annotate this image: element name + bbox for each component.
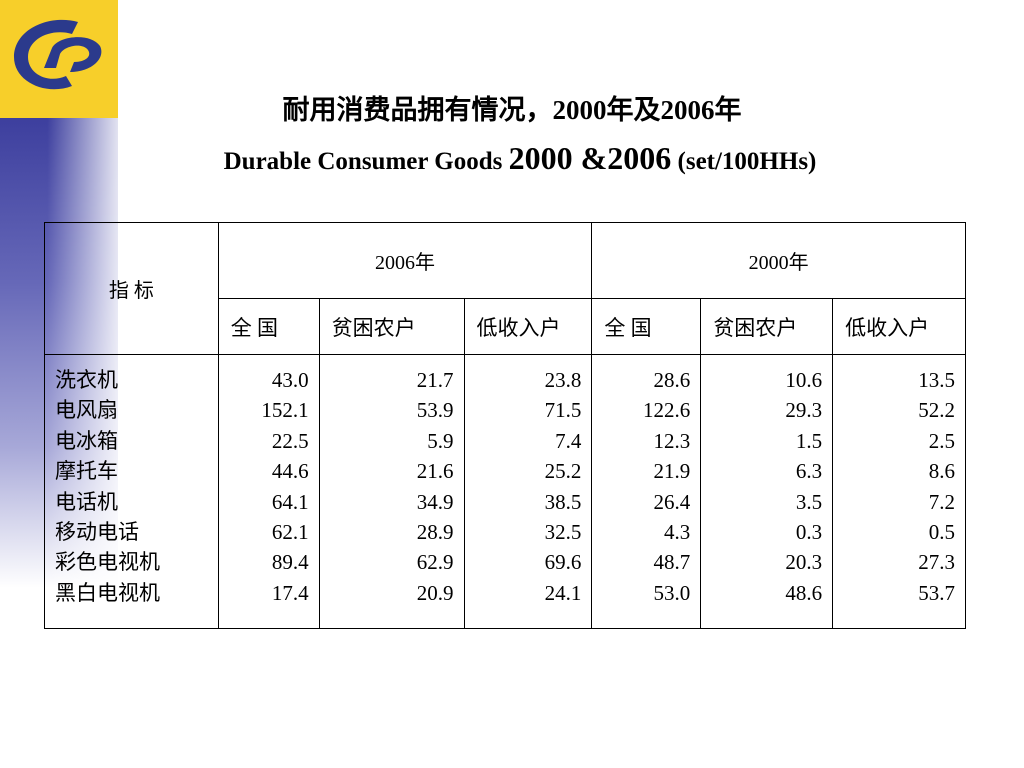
table-cell: 13.5 [918,368,955,392]
table-cell: 53.7 [918,580,955,605]
title-en-unit: (set/100HHs) [677,148,817,175]
table-cell: 0.5 [928,519,955,544]
sub-header-low-income-2006: 低收入户 [463,298,593,355]
table-cell: 6.3 [795,459,823,484]
table-cell: 24.1 [544,580,582,605]
table-cell: 28.9 [416,519,454,544]
table-body-row: 洗衣机 电风扇 电冰箱 摩托车 电话机 移动电话 彩色电视机 黑白电视机 43.… [44,353,966,630]
table-cell: 71.5 [544,398,582,423]
table-cell: 53.0 [653,580,691,605]
title-en-years: 2000 &2006 [508,140,672,176]
values-poor-2006: 21.7 53.9 5.9 21.6 34.9 28.9 62.9 20.9 [318,353,465,630]
table-cell: 8.6 [928,459,955,484]
values-low-income-2006: 23.8 71.5 7.4 25.2 38.5 32.5 69.6 24.1 [463,353,593,630]
table-cell: 7.4 [555,428,582,453]
table-cell: 4.3 [664,519,691,544]
item-name: 电冰箱 [55,428,118,453]
year-header-2000: 2000年 [591,222,966,299]
page-title-chinese: 耐用消费品拥有情况，2000年及2006年 [282,95,742,125]
table-cell: 38.5 [544,489,582,514]
table-cell: 32.5 [544,519,582,544]
table-cell: 10.6 [785,368,823,392]
item-names-cell: 洗衣机 电风扇 电冰箱 摩托车 电话机 移动电话 彩色电视机 黑白电视机 [44,353,219,630]
logo [0,0,118,118]
table-cell: 7.2 [928,489,955,514]
table-cell: 53.9 [416,398,454,423]
item-name: 摩托车 [55,459,118,484]
table-cell: 48.7 [653,550,691,575]
values-national-2006: 43.0 152.1 22.5 44.6 64.1 62.1 89.4 17.4 [217,353,320,630]
indicator-header: 指 标 [44,222,219,355]
table-cell: 3.5 [795,489,823,514]
table-cell: 21.6 [416,459,454,484]
sub-header-poor-2006: 贫困农户 [318,298,465,355]
table-cell: 48.6 [785,580,823,605]
item-name: 电话机 [55,489,118,514]
page-title-english: Durable Consumer Goods 2000 &2006 (set/1… [120,138,920,182]
table-cell: 25.2 [544,459,582,484]
table-cell: 152.1 [261,398,309,423]
table-cell: 1.5 [795,428,823,453]
table-cell: 22.5 [271,428,309,453]
item-name: 洗衣机 [55,368,118,392]
table-cell: 44.6 [271,459,309,484]
table-cell: 26.4 [653,489,691,514]
table-cell: 89.4 [271,550,309,575]
table-cell: 34.9 [416,489,454,514]
table-cell: 52.2 [918,398,955,423]
table-cell: 5.9 [427,428,454,453]
table-cell: 12.3 [653,428,691,453]
table-cell: 21.9 [653,459,691,484]
table-cell: 17.4 [271,580,309,605]
sub-header-national-2000: 全 国 [591,298,702,355]
item-name: 移动电话 [55,519,139,544]
item-name: 黑白电视机 [55,580,160,605]
sub-header-poor-2000: 贫困农户 [700,298,834,355]
table-cell: 2.5 [928,428,955,453]
table-cell: 64.1 [271,489,309,514]
table-cell: 23.8 [544,368,582,392]
item-name: 电风扇 [55,398,118,423]
title-en-main: Durable Consumer Goods [223,148,503,175]
table-cell: 43.0 [271,368,309,392]
table-cell: 122.6 [643,398,691,423]
table-cell: 29.3 [785,398,823,423]
table-cell: 27.3 [918,550,955,575]
table-cell: 28.6 [653,368,691,392]
values-poor-2000: 10.6 29.3 1.5 6.3 3.5 0.3 20.3 48.6 [700,353,834,630]
table-cell: 0.3 [795,519,823,544]
table-cell: 20.3 [785,550,823,575]
durable-goods-table: 指 标 2006年 2000年 全 国 贫困农户 低收入户 全 国 贫困农户 低… [44,222,966,630]
year-header-2006: 2006年 [217,222,593,299]
table-cell: 69.6 [544,550,582,575]
sub-header-national-2006: 全 国 [217,298,320,355]
values-low-income-2000: 13.5 52.2 2.5 8.6 7.2 0.5 27.3 53.7 [832,353,966,630]
values-national-2000: 28.6 122.6 12.3 21.9 26.4 4.3 48.7 53.0 [591,353,702,630]
table-cell: 62.1 [271,519,309,544]
sub-header-low-income-2000: 低收入户 [832,298,966,355]
table-cell: 21.7 [416,368,454,392]
organization-logo-icon [14,19,102,90]
item-name: 彩色电视机 [55,550,160,575]
table-cell: 62.9 [416,550,454,575]
table-cell: 20.9 [416,580,454,605]
